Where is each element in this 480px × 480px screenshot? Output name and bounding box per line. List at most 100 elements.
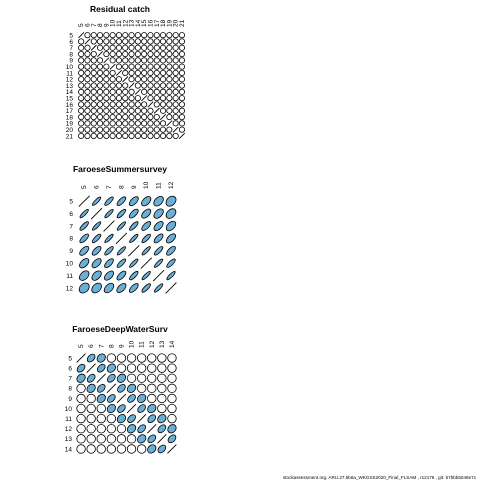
- correlation-cell: [122, 50, 129, 58]
- correlation-cell: [117, 404, 126, 413]
- correlation-cell: [90, 63, 97, 70]
- correlation-cell: [147, 353, 157, 363]
- correlation-cell: [96, 50, 104, 58]
- column-tick-label: 5: [78, 344, 85, 348]
- correlation-cell: [153, 283, 164, 293]
- correlation-cell: [134, 32, 141, 39]
- correlation-cell: [115, 113, 123, 121]
- correlation-cell: [76, 393, 86, 404]
- row-tick-label: 13: [66, 83, 74, 90]
- correlation-cell: [153, 101, 160, 108]
- correlation-cell: [134, 113, 141, 121]
- correlation-cell: [84, 82, 91, 89]
- correlation-cell: [147, 373, 157, 383]
- correlation-cell: [106, 434, 117, 444]
- column-tick-label: 10: [129, 340, 136, 348]
- correlation-cell: [128, 208, 139, 219]
- correlation-cell: [141, 270, 151, 281]
- correlation-cell: [126, 444, 137, 454]
- correlation-cell: [157, 444, 167, 454]
- correlation-cell: [78, 282, 90, 294]
- correlation-cell: [78, 82, 85, 89]
- correlation-cell: [106, 444, 117, 454]
- correlation-cell: [90, 120, 97, 127]
- correlation-cell: [147, 444, 157, 454]
- column-tick-label: 9: [118, 344, 125, 348]
- correlation-cell: [86, 413, 96, 424]
- correlation-cell: [134, 69, 141, 77]
- correlation-cell: [128, 95, 135, 102]
- correlation-cell: [159, 69, 167, 77]
- correlation-cell: [78, 270, 90, 281]
- correlation-cell: [178, 57, 186, 64]
- correlation-cell: [122, 132, 129, 140]
- panel-residual-catch: Residual catch 5566778899101011111212131…: [66, 4, 186, 140]
- correlation-cell: [115, 82, 123, 89]
- correlation-cell: [103, 44, 110, 51]
- correlation-cell: [96, 69, 104, 77]
- correlation-cell: [167, 403, 177, 414]
- correlation-cell: [153, 38, 160, 45]
- correlation-cell: [134, 101, 141, 108]
- correlation-cell: [172, 57, 179, 64]
- column-tick-label: 7: [98, 344, 105, 348]
- correlation-cell: [96, 120, 104, 127]
- correlation-cell: [141, 82, 148, 89]
- correlation-cell: [153, 44, 160, 51]
- row-tick-label: 19: [66, 121, 74, 128]
- correlation-cell: [128, 126, 135, 133]
- correlation-cell: [159, 63, 167, 70]
- footer-caption: stockassessment.org, ARU.27.5b6a_WKGSS20…: [283, 475, 477, 480]
- correlation-cell: [122, 82, 129, 89]
- correlation-cell: [157, 414, 167, 424]
- correlation-cell: [115, 44, 123, 51]
- correlation-cell: [147, 50, 154, 58]
- correlation-cell: [103, 101, 110, 108]
- correlation-cell: [166, 38, 173, 45]
- correlation-cell: [103, 120, 110, 127]
- correlation-cell: [90, 38, 97, 45]
- correlation-cell: [172, 82, 179, 89]
- correlation-cell: [141, 32, 148, 39]
- row-tick-label: 6: [69, 211, 73, 218]
- correlation-cell: [167, 383, 177, 394]
- correlation-cell: [153, 120, 160, 127]
- correlation-cell: [90, 113, 97, 121]
- correlation-cell: [104, 246, 114, 256]
- correlation-cell: [147, 414, 157, 423]
- chart-title: Residual catch: [90, 4, 150, 14]
- correlation-cell: [167, 444, 177, 454]
- correlation-cell: [96, 44, 104, 51]
- correlation-cell: [103, 69, 110, 77]
- correlation-cell: [157, 424, 167, 434]
- correlation-cell: [153, 195, 164, 207]
- correlation-cell: [136, 444, 147, 454]
- correlation-cell: [167, 434, 177, 444]
- correlation-cell: [116, 283, 127, 293]
- correlation-cell: [96, 424, 106, 434]
- correlation-cell: [147, 113, 154, 121]
- correlation-cell: [96, 403, 106, 414]
- correlation-cell: [178, 82, 186, 89]
- correlation-cell: [78, 107, 85, 114]
- correlation-cell: [167, 393, 177, 404]
- correlation-cell: [115, 120, 123, 127]
- row-tick-label: 6: [69, 39, 73, 46]
- column-tick-label: 5: [78, 23, 85, 27]
- correlation-cell: [166, 95, 173, 102]
- correlation-cell: [86, 373, 96, 383]
- column-tick-label: 10: [143, 181, 150, 189]
- correlation-cell: [79, 208, 89, 219]
- correlation-cell: [147, 363, 157, 373]
- correlation-cell: [159, 132, 167, 140]
- correlation-cell: [157, 393, 167, 404]
- correlation-cell: [109, 113, 116, 121]
- correlation-cell: [153, 63, 160, 70]
- correlation-cell: [91, 270, 102, 281]
- correlation-cell: [109, 120, 116, 127]
- correlation-cell: [134, 82, 141, 89]
- correlation-cell: [172, 38, 179, 45]
- correlation-cell: [78, 44, 85, 51]
- correlation-cell: [136, 353, 147, 363]
